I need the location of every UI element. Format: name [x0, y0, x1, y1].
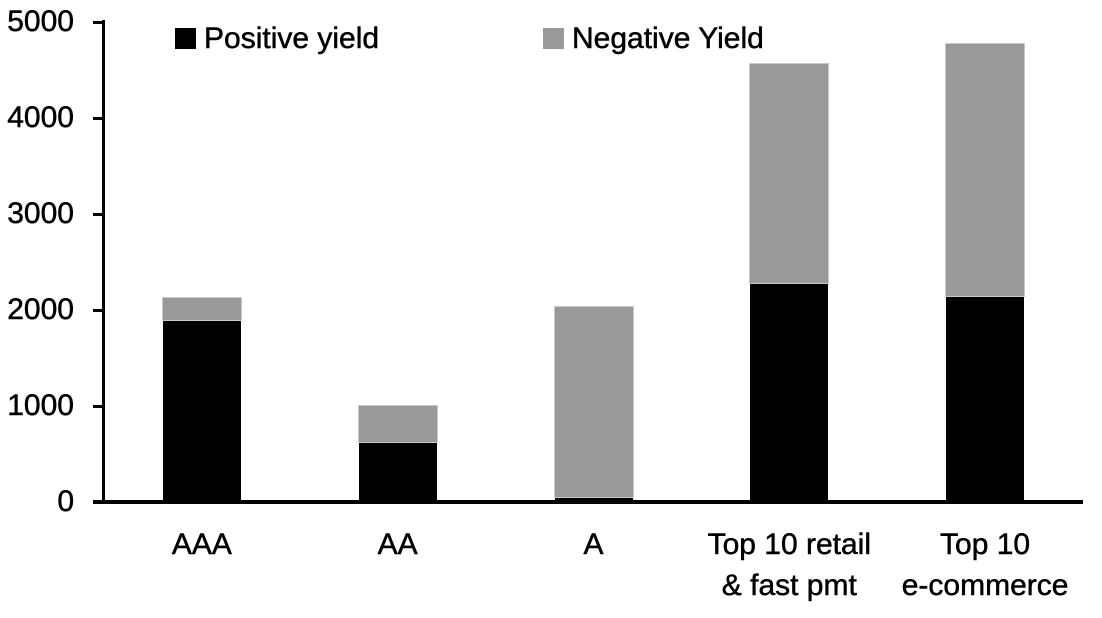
y-tick-label: 0 [57, 485, 74, 518]
x-axis-label: AAA [171, 528, 233, 562]
y-axis-line [102, 20, 105, 504]
y-tick-mark [93, 212, 105, 216]
bar-segment-positive [554, 497, 633, 502]
legend-label-positive-yield: Positive yield [204, 21, 380, 55]
y-tick-label: 5000 [7, 5, 74, 38]
y-tick-label: 4000 [7, 101, 74, 134]
y-tick-label: 1000 [7, 389, 74, 422]
bar-segment-positive [750, 283, 829, 502]
y-tick-mark [93, 404, 105, 408]
bar-segment-negative [162, 298, 241, 320]
bar-segment-positive [162, 319, 241, 502]
legend-label-negative-yield: Negative Yield [572, 21, 764, 55]
x-axis-line [93, 500, 1083, 504]
x-axis-label: Top 10 e-commerce [901, 528, 1069, 603]
bar-segment-negative [358, 406, 437, 443]
bar-segment-positive [946, 295, 1025, 502]
legend-item-negative-yield: Negative Yield [543, 21, 764, 55]
y-tick-label: 3000 [7, 197, 74, 230]
x-axis-label: Top 10 retail & fast pmt [707, 528, 872, 603]
bar-segment-negative [750, 64, 829, 284]
bar-segment-negative [946, 44, 1025, 296]
y-tick-mark [93, 116, 105, 120]
bar-segment-negative [554, 307, 633, 498]
x-axis-label: A [583, 528, 604, 562]
y-tick-mark [93, 308, 105, 312]
negative-yield-swatch-icon [543, 28, 564, 49]
legend-item-positive-yield: Positive yield [175, 21, 379, 55]
x-axis-label: AA [377, 528, 418, 562]
y-tick-label: 2000 [7, 293, 74, 326]
y-tick-mark [93, 20, 105, 24]
bar-segment-positive [358, 442, 437, 502]
positive-yield-swatch-icon [175, 28, 196, 49]
